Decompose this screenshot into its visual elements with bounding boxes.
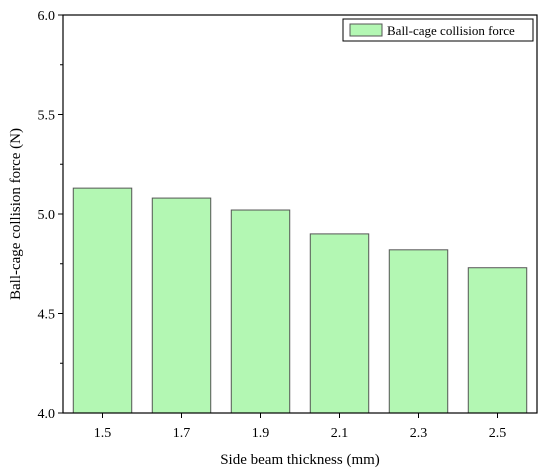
- legend: Ball-cage collision force: [342, 18, 534, 42]
- bar-2.5: [467, 267, 528, 414]
- y-tick-label: 5.5: [38, 109, 56, 124]
- y-tick-label: 4.5: [38, 308, 56, 323]
- x-axis-ticks: 1.5 1.7 1.9 2.1 2.3 2.5: [94, 413, 507, 441]
- legend-swatch: [349, 23, 383, 37]
- bar-1.9: [230, 209, 291, 414]
- y-tick-label: 4.0: [38, 407, 56, 422]
- y-axis-ticks: 4.0 4.5 5.0 5.5 6.0: [38, 9, 63, 422]
- bar-1.7: [151, 197, 212, 414]
- x-tick-label: 1.7: [173, 426, 191, 441]
- x-tick-label: 1.5: [94, 426, 112, 441]
- y-axis-title: Ball-cage collision force (N): [8, 128, 24, 300]
- plot-frame: [62, 14, 538, 414]
- y-tick-label: 5.0: [38, 208, 56, 223]
- x-tick-label: 2.3: [410, 426, 428, 441]
- x-tick-label: 2.5: [489, 426, 507, 441]
- x-axis-title: Side beam thickness (mm): [220, 452, 380, 468]
- bar-1.5: [72, 187, 133, 414]
- x-tick-label: 1.9: [252, 426, 270, 441]
- bar-series: [72, 187, 528, 414]
- legend-label: Ball-cage collision force: [387, 23, 515, 38]
- legend-box: [342, 18, 534, 42]
- bar-2.1: [309, 233, 370, 414]
- x-tick-label: 2.1: [331, 426, 349, 441]
- bar-2.3: [388, 249, 449, 414]
- y-tick-label: 6.0: [38, 9, 56, 24]
